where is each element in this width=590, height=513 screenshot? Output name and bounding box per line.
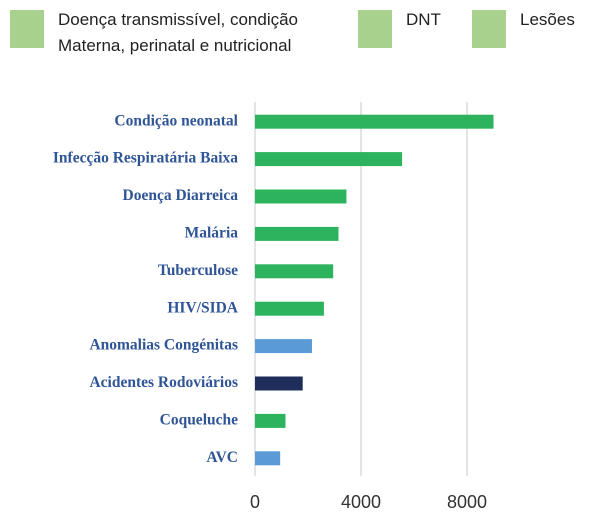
legend-label: DNT [406, 10, 441, 29]
bar [255, 301, 324, 316]
legend-swatch [10, 10, 44, 48]
bar [255, 114, 494, 129]
legend-swatch [358, 10, 392, 48]
legend-item: Doença transmissível, condição Materna, … [10, 10, 298, 59]
legend-item: DNT [358, 10, 441, 48]
bar [255, 264, 334, 279]
bar [255, 226, 339, 241]
bar [255, 376, 303, 391]
bar [255, 339, 312, 354]
legend-label: Doença transmissível, condição Materna, … [58, 10, 299, 55]
category-label: Anomalias Congénitas [89, 337, 238, 354]
category-label: Condição neonatal [114, 112, 238, 129]
legend-label: Lesões [520, 10, 575, 29]
category-label: Coqueluche [160, 411, 238, 428]
category-label: HIV/SIDA [167, 299, 238, 316]
bar [255, 413, 286, 428]
legend-item: Lesões [472, 10, 575, 48]
category-label: AVC [206, 449, 238, 466]
bar [255, 152, 403, 167]
category-label: Malária [185, 224, 239, 241]
category-label: Infecção Respiratária Baixa [53, 150, 238, 167]
category-label: Tuberculose [158, 262, 238, 279]
category-label: Acidentes Rodoviários [89, 374, 238, 391]
legend-swatch [472, 10, 506, 48]
x-tick-label: 8000 [447, 492, 487, 512]
bar [255, 451, 281, 466]
category-label: Doença Diarreica [123, 187, 239, 204]
bar [255, 189, 347, 204]
x-tick-label: 0 [250, 492, 260, 512]
x-tick-label: 4000 [341, 492, 381, 512]
